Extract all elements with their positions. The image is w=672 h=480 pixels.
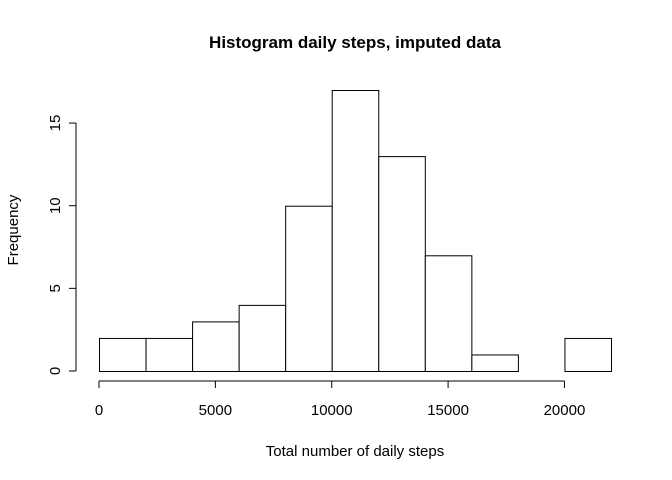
y-tick-label: 5 [47,284,64,292]
histogram-bar [145,337,194,372]
histogram-bar [285,205,333,372]
histogram-bar [471,354,519,372]
histogram-bar [99,337,147,372]
histogram-bar [378,156,426,372]
y-tick-label: 0 [47,367,64,375]
y-tick-label: 15 [47,115,64,132]
y-axis: 0 5 10 15 [47,115,77,375]
x-axis: 0 5000 10000 15000 20000 [95,380,586,419]
histogram-bar [331,90,380,372]
x-tick-label: 10000 [311,402,353,419]
x-tick-label: 20000 [544,402,586,419]
y-axis-label: Frequency [5,194,22,265]
x-axis-label: Total number of daily steps [266,443,444,460]
y-tick-label: 10 [47,197,64,214]
x-tick-label: 0 [95,402,103,419]
x-tick-label: 15000 [427,402,469,419]
histogram-bar [424,255,473,372]
chart-title: Histogram daily steps, imputed data [209,33,501,52]
histogram-bars [99,90,612,373]
x-tick-label: 5000 [199,402,232,419]
histogram-bar [238,304,287,372]
histogram-bar [564,337,612,372]
histogram-bar [192,321,240,373]
